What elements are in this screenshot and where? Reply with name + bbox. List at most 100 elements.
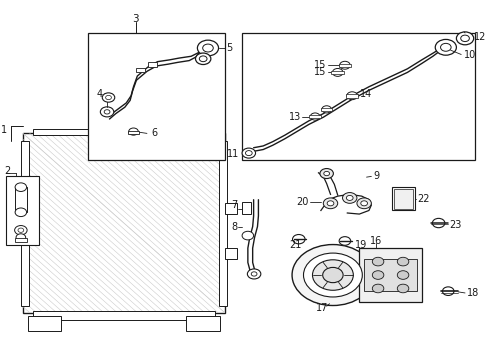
Bar xyxy=(391,187,414,211)
Text: 1: 1 xyxy=(0,125,7,135)
Circle shape xyxy=(105,95,111,100)
Text: 13: 13 xyxy=(288,112,300,122)
Bar xyxy=(331,71,343,74)
Text: 2: 2 xyxy=(4,166,10,176)
Text: 10: 10 xyxy=(463,50,475,60)
Bar xyxy=(393,189,412,209)
Bar xyxy=(364,259,416,291)
Circle shape xyxy=(396,271,408,279)
Circle shape xyxy=(310,113,319,120)
Circle shape xyxy=(247,269,260,279)
Circle shape xyxy=(15,226,27,235)
Circle shape xyxy=(15,183,26,192)
Bar xyxy=(127,131,139,134)
Circle shape xyxy=(195,53,210,64)
Bar xyxy=(33,129,215,135)
Circle shape xyxy=(371,284,383,293)
Circle shape xyxy=(396,257,408,266)
Circle shape xyxy=(371,257,383,266)
Text: 18: 18 xyxy=(467,288,479,298)
Circle shape xyxy=(431,219,444,228)
Bar xyxy=(33,311,215,320)
Circle shape xyxy=(251,272,257,276)
Circle shape xyxy=(202,44,213,52)
Bar xyxy=(136,68,145,72)
Circle shape xyxy=(339,237,350,245)
Circle shape xyxy=(440,43,450,51)
Circle shape xyxy=(242,231,253,240)
Circle shape xyxy=(342,193,356,203)
Bar xyxy=(6,176,39,244)
Bar xyxy=(241,33,474,160)
Bar xyxy=(320,108,332,111)
Circle shape xyxy=(346,195,352,201)
Circle shape xyxy=(434,40,455,55)
Text: 11: 11 xyxy=(226,149,239,159)
Bar xyxy=(218,140,227,306)
Bar xyxy=(345,94,358,98)
Text: 6: 6 xyxy=(151,129,158,138)
Circle shape xyxy=(321,106,331,113)
Circle shape xyxy=(102,93,115,102)
Text: 8: 8 xyxy=(231,222,237,231)
Circle shape xyxy=(104,110,110,114)
Text: 23: 23 xyxy=(449,220,461,230)
Circle shape xyxy=(303,253,362,297)
Circle shape xyxy=(442,287,453,296)
Circle shape xyxy=(455,32,473,45)
Text: 12: 12 xyxy=(473,32,485,41)
Text: 4: 4 xyxy=(97,89,102,99)
Circle shape xyxy=(199,56,206,62)
Circle shape xyxy=(339,61,349,69)
Circle shape xyxy=(371,271,383,279)
Bar xyxy=(23,134,224,313)
Text: 3: 3 xyxy=(132,14,139,24)
Circle shape xyxy=(396,284,408,293)
Circle shape xyxy=(323,171,329,176)
Bar xyxy=(28,316,61,330)
Circle shape xyxy=(360,201,367,206)
Bar xyxy=(186,316,220,330)
Circle shape xyxy=(18,228,24,232)
Bar xyxy=(148,62,157,67)
Text: 22: 22 xyxy=(416,194,428,204)
Circle shape xyxy=(326,201,333,206)
Text: 16: 16 xyxy=(369,236,382,246)
Circle shape xyxy=(292,234,305,244)
Text: 7: 7 xyxy=(230,200,237,210)
Bar xyxy=(309,115,320,118)
Text: 17: 17 xyxy=(315,303,327,313)
Circle shape xyxy=(323,198,337,209)
Circle shape xyxy=(460,35,468,41)
Circle shape xyxy=(128,128,138,135)
Circle shape xyxy=(356,198,370,209)
Bar xyxy=(224,203,236,214)
Text: 9: 9 xyxy=(372,171,378,181)
Bar xyxy=(224,248,236,259)
Text: 15: 15 xyxy=(314,67,326,77)
Text: 15: 15 xyxy=(314,60,326,70)
Circle shape xyxy=(16,234,25,241)
Text: 14: 14 xyxy=(360,89,372,99)
Bar xyxy=(15,238,26,242)
Circle shape xyxy=(100,107,114,117)
Text: 21: 21 xyxy=(289,240,302,250)
Circle shape xyxy=(291,244,373,306)
Bar xyxy=(15,187,26,212)
Circle shape xyxy=(15,208,26,217)
Circle shape xyxy=(322,267,343,283)
Circle shape xyxy=(242,148,255,158)
Text: 5: 5 xyxy=(226,43,232,53)
Circle shape xyxy=(245,150,252,156)
Circle shape xyxy=(312,260,353,290)
Circle shape xyxy=(346,92,357,100)
Bar xyxy=(241,202,251,214)
Text: 19: 19 xyxy=(354,239,366,249)
Bar xyxy=(338,64,350,67)
Circle shape xyxy=(197,40,218,56)
Text: 20: 20 xyxy=(296,197,308,207)
Bar xyxy=(88,33,224,160)
Circle shape xyxy=(319,168,333,179)
Circle shape xyxy=(332,68,342,76)
Bar xyxy=(20,140,29,306)
